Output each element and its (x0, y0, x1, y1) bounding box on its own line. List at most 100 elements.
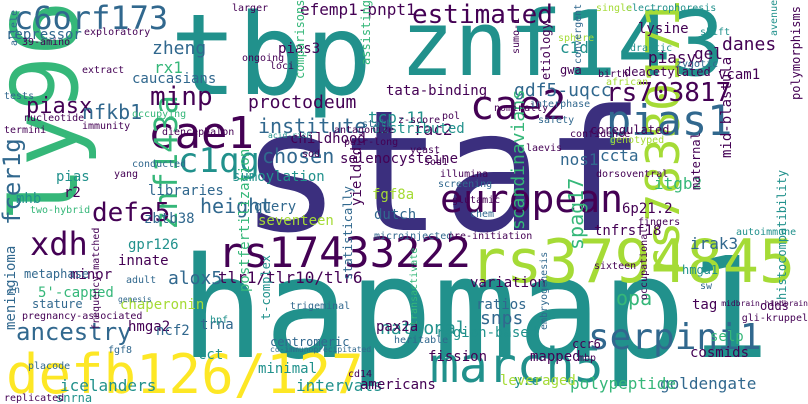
cloud-word-opa: opa (616, 286, 653, 310)
cloud-word-sod: sod (302, 149, 321, 160)
cloud-word-birth: birth (598, 69, 629, 80)
cloud-word-minor: minor (70, 267, 113, 283)
cloud-word-irak3: irak3 (690, 234, 739, 253)
cloud-word-autoimmune: autoimmune (736, 227, 797, 238)
cloud-word-leveraged: leveraged (500, 373, 576, 389)
cloud-word-tbp: tbp (170, 0, 373, 121)
cloud-word-microinjected: microinjected (374, 231, 453, 242)
cloud-word-chaperonin: chaperonin (120, 297, 205, 313)
cloud-word-t-complex: t-complex (259, 254, 273, 320)
cloud-word-extract: extract (82, 65, 125, 76)
cloud-word-co-immunoprecipitated: co-immunoprecipitated (270, 345, 372, 354)
cloud-word-tag: tag (692, 297, 718, 313)
cloud-word-nos1: nos1 (560, 150, 599, 169)
cloud-word-genesis: genesis (118, 295, 152, 304)
cloud-word-trigeminal: trigeminal (290, 301, 351, 312)
cloud-word-national: national (380, 318, 467, 339)
cloud-word-staf: staf (240, 74, 645, 270)
cloud-word-chem: chem (470, 209, 495, 220)
cloud-word-estimated: estimated (412, 0, 553, 30)
cloud-word-ccta: ccta (600, 146, 639, 165)
cloud-word-genotyped: genotyped (610, 135, 665, 146)
cloud-word-mbp: mbp (578, 353, 597, 364)
cloud-word-intervals: intervals (296, 376, 383, 395)
cloud-word-electrophoresis: electrophoresis (626, 3, 717, 14)
cloud-word-selenocysteine: selenocysteine (340, 151, 459, 167)
cloud-word-sumoylation: sumoylation (232, 169, 325, 185)
cloud-word-midbrain-hindbrain: midbrain-hindbrain (721, 299, 808, 308)
cloud-word-placode: placode (28, 361, 71, 372)
cloud-word-c6orf173: c6orf173 (14, 0, 169, 37)
cloud-word-mapped: mapped (530, 349, 581, 365)
cloud-word-deacetylated: deacetylated (624, 65, 711, 79)
cloud-word-institute: institute (258, 114, 367, 138)
cloud-word-embryogenesis: embryogenesis (539, 251, 550, 330)
cloud-word-r2: r2 (64, 185, 81, 201)
cloud-word-piasx: piasx (26, 94, 93, 119)
cloud-word-cct: cct (198, 347, 224, 363)
cloud-word-pregnancy-associated: pregnancy-associated (22, 311, 143, 322)
cloud-word-caucasians: caucasians (132, 71, 217, 87)
cloud-word-rs703817: rs703817 (606, 78, 732, 108)
cloud-word-nominally: nominally (494, 103, 549, 114)
cloud-word-pol: pol (442, 111, 461, 122)
cloud-word-amino-39: 39-amino (22, 37, 71, 48)
cloud-word-defa5: defa5 (92, 198, 171, 228)
cloud-word-znf143: znf143 (400, 0, 726, 97)
cloud-word-pias: pias (56, 169, 90, 185)
cloud-word-piasy: piasy (648, 48, 697, 67)
cloud-word-stalk: stalk (362, 119, 393, 130)
cloud-word-cae1: cae1 (148, 108, 254, 159)
cloud-word-centromeric: centromeric (270, 335, 350, 349)
cloud-word-pias3: pias3 (278, 41, 321, 57)
cloud-word-6p21-2: 6p21.2 (622, 201, 673, 217)
cloud-word-larger: larger (232, 3, 269, 14)
cloud-word-repressor: repressor (6, 27, 82, 43)
cloud-word-postfertilization: postfertilization (237, 148, 253, 292)
cloud-word-yielded: yielded (349, 146, 365, 206)
cloud-word-avenue: avenue (769, 0, 780, 37)
cloud-word-ancestry: ancestry (16, 318, 132, 346)
cloud-word-c1qg: c1qg (178, 141, 260, 181)
cloud-word-cosmids: cosmids (690, 345, 750, 361)
cloud-word-variation: variation (470, 275, 546, 291)
cloud-word-itgb2: itgb2 (654, 174, 703, 193)
cloud-word-trna: trna (200, 317, 234, 333)
cloud-word-sixteen: sixteen (594, 261, 637, 272)
cloud-word-assisting: assisting (359, 0, 373, 66)
cloud-word-diencephalon: diencephalon (162, 127, 235, 138)
cloud-word-tlr-combo: tlr1/tlr10/tlr6 (218, 268, 363, 287)
cloud-word-cae2: cae2 (470, 83, 567, 129)
cloud-word-march5: march5 (430, 338, 604, 394)
cloud-word-gwa: gwa (560, 63, 582, 77)
cloud-word-query: query (254, 199, 297, 215)
cloud-word-termini: termini (4, 125, 47, 136)
cloud-word-zbtb38: zbtb38 (144, 211, 195, 227)
cloud-word-etiology: etiology (539, 22, 553, 80)
cloud-word-tests: tests (4, 91, 35, 102)
cloud-word-yeast: yeast (410, 145, 441, 156)
cloud-word-seventeen: seventeen (258, 213, 334, 229)
cloud-word-african: african (606, 77, 649, 88)
cloud-word-rs17433222: rs17433222 (218, 228, 471, 277)
cloud-word-european: european (440, 177, 624, 221)
cloud-word-minimal: minimal (258, 361, 318, 377)
cloud-word-rx1: rx1 (154, 58, 183, 77)
cloud-word-c1d: c1d (560, 38, 589, 57)
cloud-word-nucleotide: nucleotide (24, 113, 85, 124)
cloud-word-minp: minp (150, 82, 213, 112)
cloud-word-defb126-127: defb126/127 (6, 343, 364, 404)
cloud-word-coregulated: coregulated (590, 123, 670, 137)
cloud-word-distributed: distributed (372, 121, 465, 137)
cloud-word-tcp-11: tcp-11 (368, 108, 426, 127)
cloud-word-confidence: confidence (570, 129, 631, 140)
cloud-word-gdf5-uqcc: gdf5-uqcc (514, 80, 612, 101)
cloud-word-interphase: interphase (530, 99, 591, 110)
cloud-word-height: height (200, 194, 273, 218)
cloud-word-polymorphisms: polymorphisms (789, 6, 803, 100)
cloud-word-single: single (596, 3, 633, 14)
cloud-word-y-c: y.c (514, 373, 540, 389)
cloud-word-nfkb1: nfkb1 (82, 100, 143, 124)
cloud-word-fingers: fingers (638, 217, 681, 228)
